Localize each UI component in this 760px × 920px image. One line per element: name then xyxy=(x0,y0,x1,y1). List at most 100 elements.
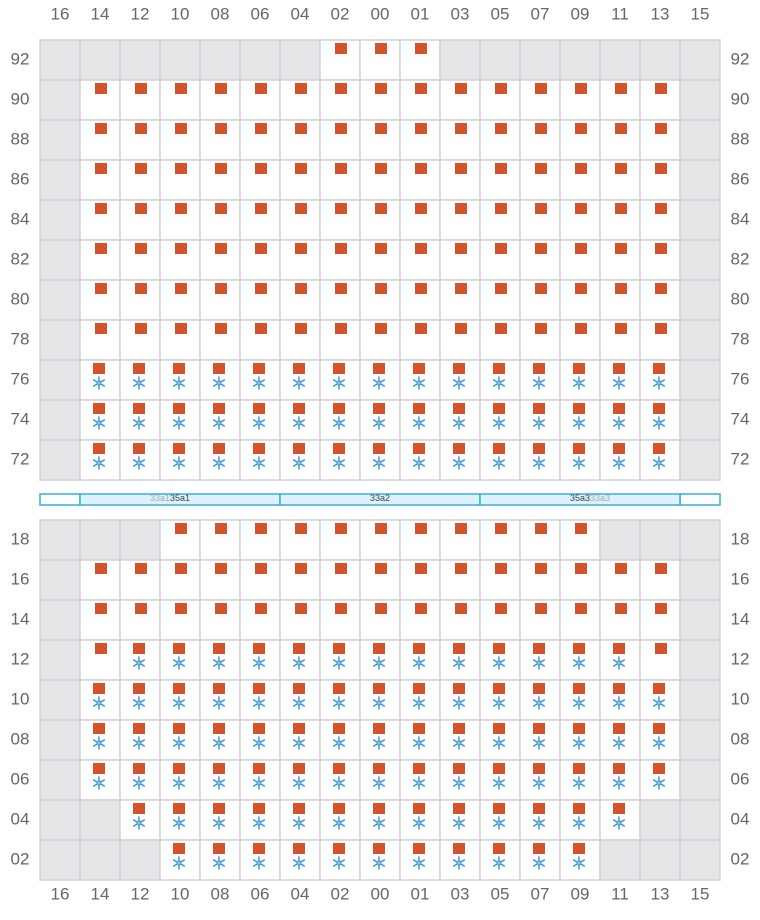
icon-center xyxy=(376,700,382,706)
icon-center xyxy=(336,700,342,706)
column-label: 03 xyxy=(451,4,470,23)
slot-marker xyxy=(493,403,505,414)
slot-marker xyxy=(95,203,107,214)
icon-center xyxy=(96,780,102,786)
divider-label: 35a1 xyxy=(170,493,190,503)
cell xyxy=(479,39,521,81)
icon-center xyxy=(536,700,542,706)
slot-marker xyxy=(333,403,345,414)
cell xyxy=(479,319,521,361)
slot-marker xyxy=(535,83,547,94)
freezer-icon xyxy=(213,456,225,470)
slot-marker xyxy=(213,443,225,454)
cell xyxy=(39,599,81,641)
cell xyxy=(39,39,81,81)
icon-center xyxy=(616,380,622,386)
slot-marker xyxy=(573,403,585,414)
icon-center xyxy=(216,660,222,666)
slot-marker xyxy=(253,763,265,774)
row-label: 16 xyxy=(11,569,30,588)
slot-marker xyxy=(93,723,105,734)
icon-center xyxy=(176,860,182,866)
icon-center xyxy=(216,740,222,746)
cell xyxy=(39,799,81,841)
slot-marker xyxy=(655,283,667,294)
freezer-icon xyxy=(333,816,345,830)
column-label: 10 xyxy=(171,884,190,903)
slot-marker xyxy=(95,603,107,614)
freezer-icon xyxy=(173,376,185,390)
icon-center xyxy=(136,820,142,826)
icon-center xyxy=(616,700,622,706)
icon-center xyxy=(296,740,302,746)
slot-marker xyxy=(573,763,585,774)
freezer-icon xyxy=(293,856,305,870)
freezer-icon xyxy=(493,696,505,710)
freezer-icon xyxy=(173,456,185,470)
cell xyxy=(119,519,161,561)
cell xyxy=(639,39,681,81)
cell xyxy=(639,839,681,881)
freezer-icon xyxy=(133,736,145,750)
slot-marker xyxy=(215,123,227,134)
slot-marker xyxy=(655,203,667,214)
icon-center xyxy=(176,740,182,746)
slot-marker xyxy=(375,283,387,294)
icon-center xyxy=(336,820,342,826)
slot-marker xyxy=(375,603,387,614)
slot-marker xyxy=(573,443,585,454)
freezer-icon xyxy=(533,456,545,470)
slot-marker xyxy=(333,443,345,454)
row-label: 86 xyxy=(11,169,30,188)
freezer-icon xyxy=(453,736,465,750)
freezer-icon xyxy=(293,656,305,670)
slot-marker xyxy=(135,123,147,134)
slot-marker xyxy=(413,763,425,774)
freezer-icon xyxy=(293,776,305,790)
freezer-icon xyxy=(613,776,625,790)
slot-marker xyxy=(255,163,267,174)
freezer-icon xyxy=(253,816,265,830)
freezer-icon xyxy=(573,376,585,390)
slot-marker xyxy=(93,403,105,414)
slot-marker xyxy=(173,723,185,734)
slot-marker xyxy=(295,283,307,294)
freezer-icon xyxy=(453,816,465,830)
freezer-icon xyxy=(453,856,465,870)
slot-marker xyxy=(173,843,185,854)
freezer-icon xyxy=(373,656,385,670)
freezer-icon xyxy=(373,416,385,430)
icon-center xyxy=(656,740,662,746)
icon-center xyxy=(376,860,382,866)
slot-marker xyxy=(253,723,265,734)
freezer-icon xyxy=(173,656,185,670)
column-label: 00 xyxy=(371,4,390,23)
cell xyxy=(39,399,81,441)
freezer-icon xyxy=(133,816,145,830)
freezer-icon xyxy=(173,696,185,710)
freezer-icon xyxy=(133,456,145,470)
icon-center xyxy=(336,460,342,466)
slot-marker xyxy=(213,363,225,374)
cell xyxy=(399,279,441,321)
freezer-icon xyxy=(573,736,585,750)
cell xyxy=(679,599,721,641)
slot-marker xyxy=(615,83,627,94)
icon-center xyxy=(496,780,502,786)
slot-marker xyxy=(455,523,467,534)
column-label: 10 xyxy=(171,4,190,23)
slot-marker xyxy=(653,403,665,414)
icon-center xyxy=(256,740,262,746)
slot-marker xyxy=(415,323,427,334)
freezer-icon xyxy=(453,456,465,470)
icon-center xyxy=(496,460,502,466)
freezer-icon xyxy=(333,656,345,670)
freezer-icon xyxy=(173,416,185,430)
slot-marker xyxy=(655,643,667,654)
slot-marker xyxy=(255,123,267,134)
icon-center xyxy=(336,860,342,866)
column-label: 15 xyxy=(691,4,710,23)
icon-center xyxy=(376,660,382,666)
slot-marker xyxy=(533,723,545,734)
